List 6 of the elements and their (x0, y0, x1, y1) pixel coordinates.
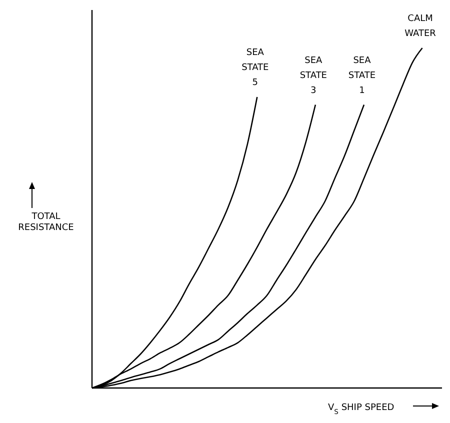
x-axis-title: V$_{S}$ SHIP SPEED (328, 403, 394, 416)
series-label: SEA STATE 3 (300, 56, 328, 96)
series-label: SEA STATE 1 (348, 56, 376, 96)
series-label: CALM WATER (404, 14, 436, 39)
y-axis-title: TOTAL RESISTANCE (18, 212, 74, 233)
series-label: SEA STATE 5 (242, 48, 270, 88)
